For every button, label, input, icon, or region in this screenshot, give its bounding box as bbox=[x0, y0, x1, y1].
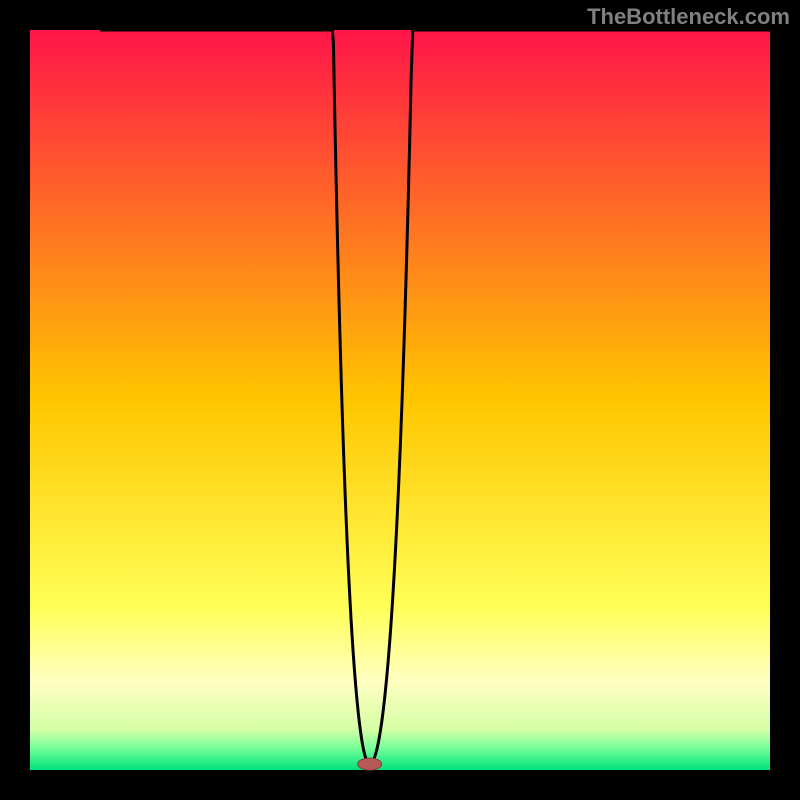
bottleneck-chart bbox=[0, 0, 800, 800]
optimal-marker bbox=[358, 758, 382, 770]
watermark-text: TheBottleneck.com bbox=[587, 4, 790, 30]
chart-background bbox=[30, 30, 770, 770]
chart-container: TheBottleneck.com bbox=[0, 0, 800, 800]
